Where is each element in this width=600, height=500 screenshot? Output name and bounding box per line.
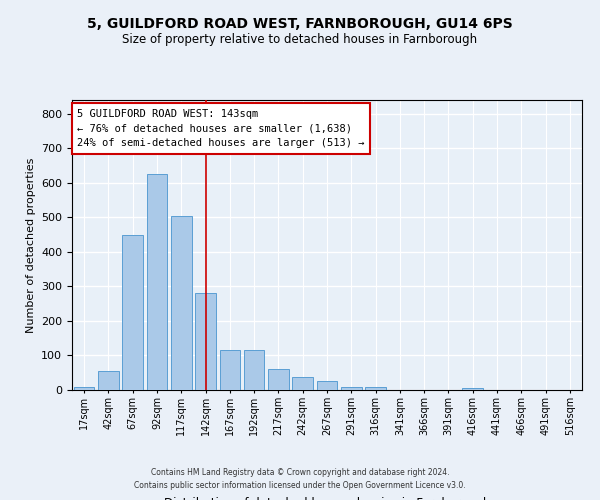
Bar <box>268 370 289 390</box>
Bar <box>463 388 483 390</box>
Bar <box>292 377 313 390</box>
Bar <box>171 216 191 390</box>
Bar <box>244 350 265 390</box>
Y-axis label: Number of detached properties: Number of detached properties <box>26 158 35 332</box>
Bar <box>122 234 143 390</box>
Text: Contains HM Land Registry data © Crown copyright and database right 2024.
Contai: Contains HM Land Registry data © Crown c… <box>134 468 466 490</box>
Bar <box>365 387 386 390</box>
Bar <box>195 294 216 390</box>
Bar <box>146 174 167 390</box>
Bar <box>220 350 240 390</box>
Bar <box>317 382 337 390</box>
Text: Size of property relative to detached houses in Farnborough: Size of property relative to detached ho… <box>122 32 478 46</box>
Bar <box>98 371 119 390</box>
Text: 5, GUILDFORD ROAD WEST, FARNBOROUGH, GU14 6PS: 5, GUILDFORD ROAD WEST, FARNBOROUGH, GU1… <box>87 18 513 32</box>
Text: 5 GUILDFORD ROAD WEST: 143sqm
← 76% of detached houses are smaller (1,638)
24% o: 5 GUILDFORD ROAD WEST: 143sqm ← 76% of d… <box>77 108 365 148</box>
Bar <box>341 386 362 390</box>
X-axis label: Distribution of detached houses by size in Farnborough: Distribution of detached houses by size … <box>164 498 490 500</box>
Bar <box>74 386 94 390</box>
